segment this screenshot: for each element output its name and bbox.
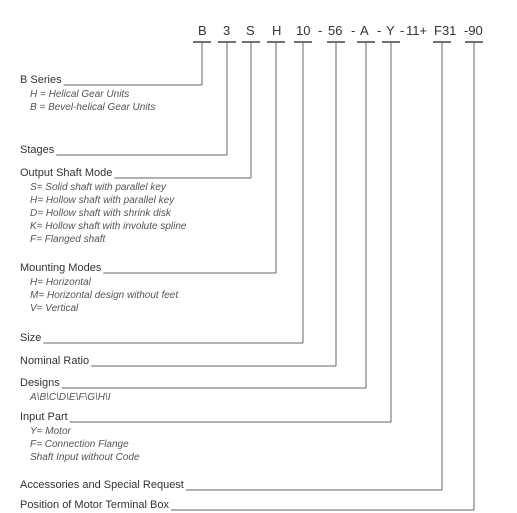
section-sub: B = Bevel-helical Gear Units <box>30 102 155 113</box>
code-segment: A <box>360 23 369 38</box>
code-segment: - <box>377 23 381 38</box>
section-title: B Series <box>20 74 62 86</box>
section-title: Accessories and Special Request <box>20 479 184 491</box>
code-segment: 10 <box>296 23 310 38</box>
section-title: Stages <box>20 144 55 156</box>
code-segment: S <box>246 23 255 38</box>
section-sub: S= Solid shaft with parallel key <box>30 182 167 193</box>
section-sub: K= Hollow shaft with involute spline <box>30 221 187 232</box>
section-title: Mounting Modes <box>20 262 102 274</box>
code-segment: 11+ <box>406 23 427 38</box>
section-sub: H = Helical Gear Units <box>30 89 129 100</box>
code-segment: F31 <box>434 23 456 38</box>
code-segment: - <box>351 23 355 38</box>
section-title: Size <box>20 332 41 344</box>
code-segment: 3 <box>223 23 230 38</box>
section-title: Input Part <box>20 411 68 423</box>
code-segment: - <box>400 23 404 38</box>
code-segment: 56 <box>328 23 342 38</box>
section-sub: Shaft Input without Code <box>30 452 140 463</box>
section-sub: V= Vertical <box>30 303 79 314</box>
section-title: Designs <box>20 377 60 389</box>
section-sub: M= Horizontal design without feet <box>30 290 179 301</box>
section-sub: Y= Motor <box>30 426 72 437</box>
section-title: Position of Motor Terminal Box <box>20 499 169 511</box>
code-segment: Y <box>386 23 395 38</box>
section-sub: D= Hollow shaft with shrink disk <box>30 208 172 219</box>
section-sub: H= Hollow shaft with parallel key <box>30 195 175 206</box>
section-sub: F= Connection Flange <box>30 439 129 450</box>
section-title: Nominal Ratio <box>20 355 89 367</box>
section-title: Output Shaft Mode <box>20 167 112 179</box>
section-sub: A\B\C\D\E\F\G\H\I <box>29 392 111 403</box>
code-segment: B <box>198 23 207 38</box>
code-segment: -90 <box>464 23 483 38</box>
code-segment: - <box>318 23 322 38</box>
section-sub: H= Horizontal <box>30 277 92 288</box>
code-segment: H <box>272 23 281 38</box>
section-sub: F= Flanged shaft <box>30 234 107 245</box>
